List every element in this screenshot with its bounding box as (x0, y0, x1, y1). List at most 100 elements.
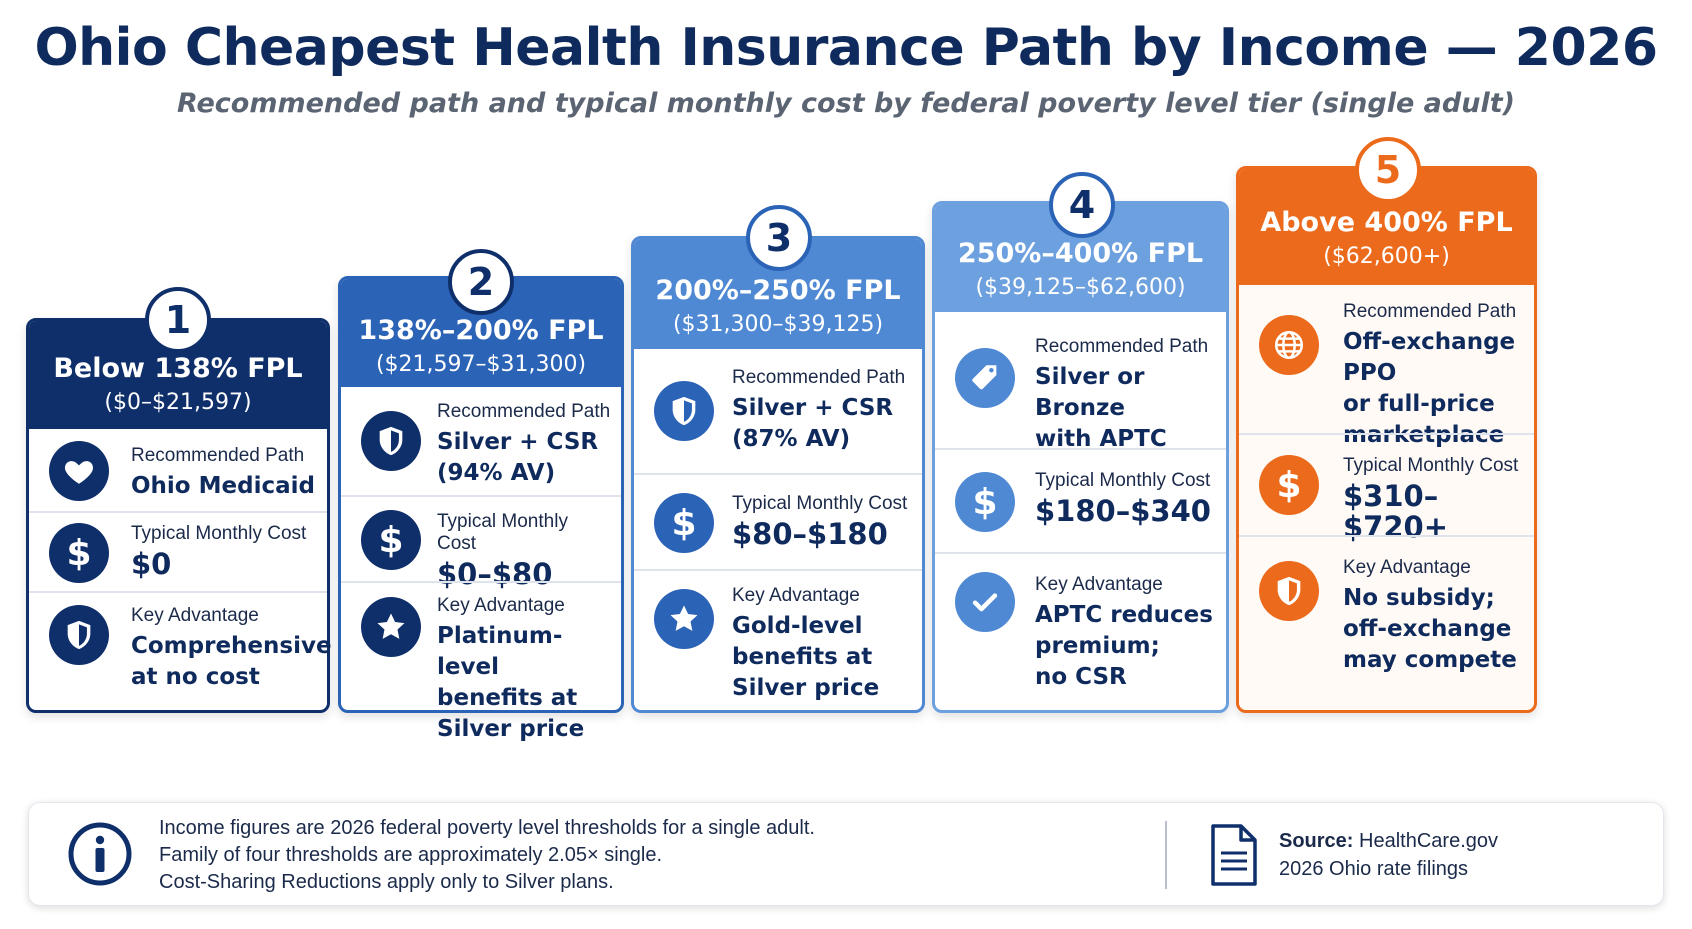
tier-label: 200%–250% FPL (655, 275, 901, 306)
advantage-row: Key Advantage Platinum-level benefits at… (341, 581, 621, 742)
cost-row: $ Typical Monthly Cost $80–$180 (634, 473, 922, 569)
path-value: or full-price (1343, 391, 1495, 417)
tier-number-badge: 1 (145, 287, 211, 353)
cost-label: Typical Monthly Cost (732, 493, 908, 514)
dollar-icon: $ (1259, 455, 1319, 515)
source-label: Source: (1279, 830, 1354, 852)
cost-label: Typical Monthly Cost (1035, 470, 1211, 491)
price-tag-icon (955, 348, 1015, 408)
cost-value: $0–$80 (437, 557, 553, 591)
advantage-line: no CSR (1035, 664, 1127, 690)
tier-header: 250%–400% FPL ($39,125–$62,600) (935, 204, 1226, 312)
tier-number-badge: 4 (1049, 172, 1115, 238)
advantage-line: at no cost (131, 664, 260, 690)
cost-row: $ Typical Monthly Cost $310–$720+ (1239, 433, 1534, 543)
path-value: marketplace (1343, 422, 1505, 448)
advantage-line: No subsidy; (1343, 585, 1495, 611)
dollar-icon: $ (49, 523, 109, 583)
path-row: Recommended Path Silver + CSR (94% AV) (341, 387, 621, 495)
cost-label: Typical Monthly Cost (437, 511, 568, 554)
advantage-label: Key Advantage (437, 595, 565, 616)
cost-value: $310–$720+ (1343, 479, 1449, 544)
path-value: Ohio Medicaid (131, 473, 315, 499)
tier-range: ($0–$21,597) (104, 390, 252, 415)
page-subtitle: Recommended path and typical monthly cos… (177, 88, 1515, 119)
path-row: Recommended Path Ohio Medicaid (29, 429, 327, 511)
advantage-line: Comprehensive (131, 633, 332, 659)
path-value: (94% AV) (437, 460, 556, 486)
star-icon (361, 597, 421, 657)
advantage-label: Key Advantage (1343, 557, 1471, 578)
advantage-line: Gold-level (732, 613, 863, 639)
footnote-line: Family of four thresholds are approximat… (159, 844, 663, 866)
tier-card-5: Above 400% FPL ($62,600+) 5 Recommended … (1236, 137, 1537, 713)
source-text: HealthCare.gov (1359, 830, 1498, 852)
advantage-line: may compete (1343, 647, 1517, 673)
footnotes: Income figures are 2026 federal poverty … (159, 815, 815, 896)
source-line-2: 2026 Ohio rate filings (1279, 858, 1469, 880)
star-icon (654, 589, 714, 649)
cost-label: Typical Monthly Cost (1343, 455, 1519, 476)
advantage-row: Key Advantage Gold-level benefits at Sil… (634, 569, 922, 709)
footnote-line: Income figures are 2026 federal poverty … (159, 817, 815, 839)
advantage-row: Key Advantage APTC reduces premium; no C… (935, 552, 1226, 709)
advantage-line: off-exchange (1343, 616, 1512, 642)
advantage-line: benefits at (732, 644, 873, 670)
tier-range: ($62,600+) (1323, 244, 1450, 269)
path-value: (87% AV) (732, 426, 851, 452)
tier-card-4: 250%–400% FPL ($39,125–$62,600) 4 Recomm… (932, 172, 1229, 713)
advantage-label: Key Advantage (131, 605, 259, 626)
advantage-line: Silver price (732, 675, 880, 701)
cost-value: $80–$180 (732, 517, 888, 551)
tier-card-3: 200%–250% FPL ($31,300–$39,125) 3 Recomm… (631, 205, 925, 713)
footer-divider (1165, 821, 1167, 889)
path-value: with APTC (1035, 426, 1167, 452)
tier-label: Above 400% FPL (1260, 207, 1513, 238)
checkmark-icon (955, 572, 1015, 632)
advantage-line: APTC reduces (1035, 602, 1213, 628)
globe-icon (1259, 315, 1319, 375)
tier-label: 250%–400% FPL (957, 238, 1204, 269)
cost-value: $0 (131, 547, 172, 581)
info-icon (68, 822, 132, 886)
tier-number-badge: 3 (746, 205, 812, 271)
tier-header: 200%–250% FPL ($31,300–$39,125) (634, 239, 922, 349)
page-title: Ohio Cheapest Health Insurance Path by I… (34, 18, 1658, 78)
cost-value: $180–$340 (1035, 494, 1211, 528)
tier-label: Below 138% FPL (53, 353, 303, 384)
path-label: Recommended Path (437, 401, 611, 422)
path-label: Recommended Path (1035, 336, 1209, 357)
advantage-row: Key Advantage Comprehensive at no cost (29, 591, 332, 709)
path-label: Recommended Path (1343, 301, 1517, 322)
advantage-label: Key Advantage (1035, 574, 1163, 595)
tier-number-badge: 5 (1355, 137, 1421, 203)
cost-row: $ Typical Monthly Cost $180–$340 (935, 448, 1226, 552)
tier-label: 138%–200% FPL (358, 315, 604, 346)
shield-icon (361, 411, 421, 471)
tier-card-1: Below 138% FPL ($0–$21,597) 1 Recommende… (26, 287, 332, 713)
cost-row: $ Typical Monthly Cost $0–$80 (341, 495, 621, 590)
tier-number-badge: 2 (448, 249, 514, 315)
advantage-line: Silver price (437, 716, 585, 742)
tier-range: ($21,597–$31,300) (375, 352, 587, 377)
path-label: Recommended Path (732, 367, 906, 388)
tier-range: ($31,300–$39,125) (672, 312, 884, 337)
advantage-line: premium; (1035, 633, 1160, 659)
tier-range: ($39,125–$62,600) (975, 275, 1186, 300)
path-value: Off-exchange PPO (1343, 329, 1516, 386)
path-row: Recommended Path Off-exchange PPO or ful… (1239, 285, 1534, 448)
advantage-row: Key Advantage No subsidy; off-exchange m… (1239, 535, 1534, 709)
document-icon (1211, 824, 1257, 886)
path-row: Recommended Path Silver + CSR (87% AV) (634, 349, 922, 473)
shield-icon (654, 381, 714, 441)
shield-icon (49, 605, 109, 665)
dollar-icon: $ (654, 493, 714, 553)
path-value: Silver + CSR (437, 429, 599, 455)
cost-label: Typical Monthly Cost (131, 523, 307, 544)
path-label: Recommended Path (131, 445, 305, 466)
heart-icon (49, 441, 109, 501)
dollar-icon: $ (955, 472, 1015, 532)
path-value: Silver + CSR (732, 395, 894, 421)
advantage-line: Platinum-level (437, 623, 563, 680)
dollar-icon: $ (361, 510, 421, 570)
